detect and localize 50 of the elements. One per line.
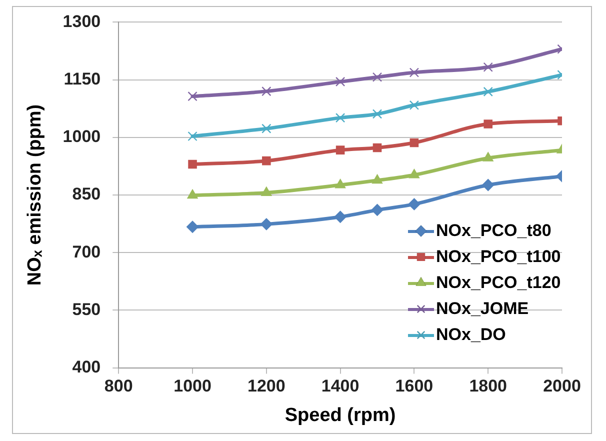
point <box>335 76 346 87</box>
point <box>262 86 272 96</box>
legend-label: NOx_PCO_t100 <box>436 247 561 267</box>
y-tick-label: 400 <box>72 357 101 376</box>
point <box>484 120 492 128</box>
point <box>334 210 346 223</box>
point <box>372 72 382 82</box>
point <box>372 174 383 184</box>
point <box>410 138 419 148</box>
legend-label: NOx_JOME <box>436 299 529 319</box>
point <box>336 146 345 154</box>
point <box>408 169 420 178</box>
point <box>371 204 384 216</box>
y-tick-label: 1150 <box>64 69 101 88</box>
y-tick-label: 550 <box>72 300 101 319</box>
point <box>482 179 494 192</box>
y-tick-label: 1300 <box>62 12 101 31</box>
point <box>483 86 493 97</box>
point <box>188 160 197 169</box>
y-tick-label: 700 <box>72 242 101 262</box>
point <box>262 156 271 166</box>
point <box>261 186 272 196</box>
point <box>188 91 198 102</box>
y-axis-title: NOₓ emission (ppm) <box>24 104 46 286</box>
point <box>409 68 420 78</box>
x-tick-label: 1600 <box>395 376 434 396</box>
legend-label: NOx_PCO_t120 <box>436 273 561 293</box>
point <box>408 198 420 210</box>
y-tick-label: 1000 <box>62 127 101 146</box>
point <box>335 112 346 123</box>
legend-label: NOx_PCO_t80 <box>436 221 552 241</box>
point <box>188 131 198 142</box>
point <box>335 179 346 188</box>
x-tick-label: 1800 <box>469 376 508 396</box>
point <box>262 124 272 134</box>
point <box>260 218 272 230</box>
point <box>409 100 420 110</box>
x-tick-label: 1000 <box>174 376 212 396</box>
point <box>482 152 494 162</box>
x-tick-label: 1200 <box>248 376 286 396</box>
x-tick-label: 800 <box>104 376 133 396</box>
point <box>372 109 382 119</box>
x-axis-title: Speed (rpm) <box>284 404 396 426</box>
y-tick-label: 850 <box>72 184 101 204</box>
point <box>372 143 382 152</box>
x-tick-label: 2000 <box>543 376 581 396</box>
point <box>187 189 198 199</box>
legend-label: NOx_DO <box>436 325 506 345</box>
point <box>483 62 493 72</box>
x-tick-label: 1400 <box>321 376 360 396</box>
